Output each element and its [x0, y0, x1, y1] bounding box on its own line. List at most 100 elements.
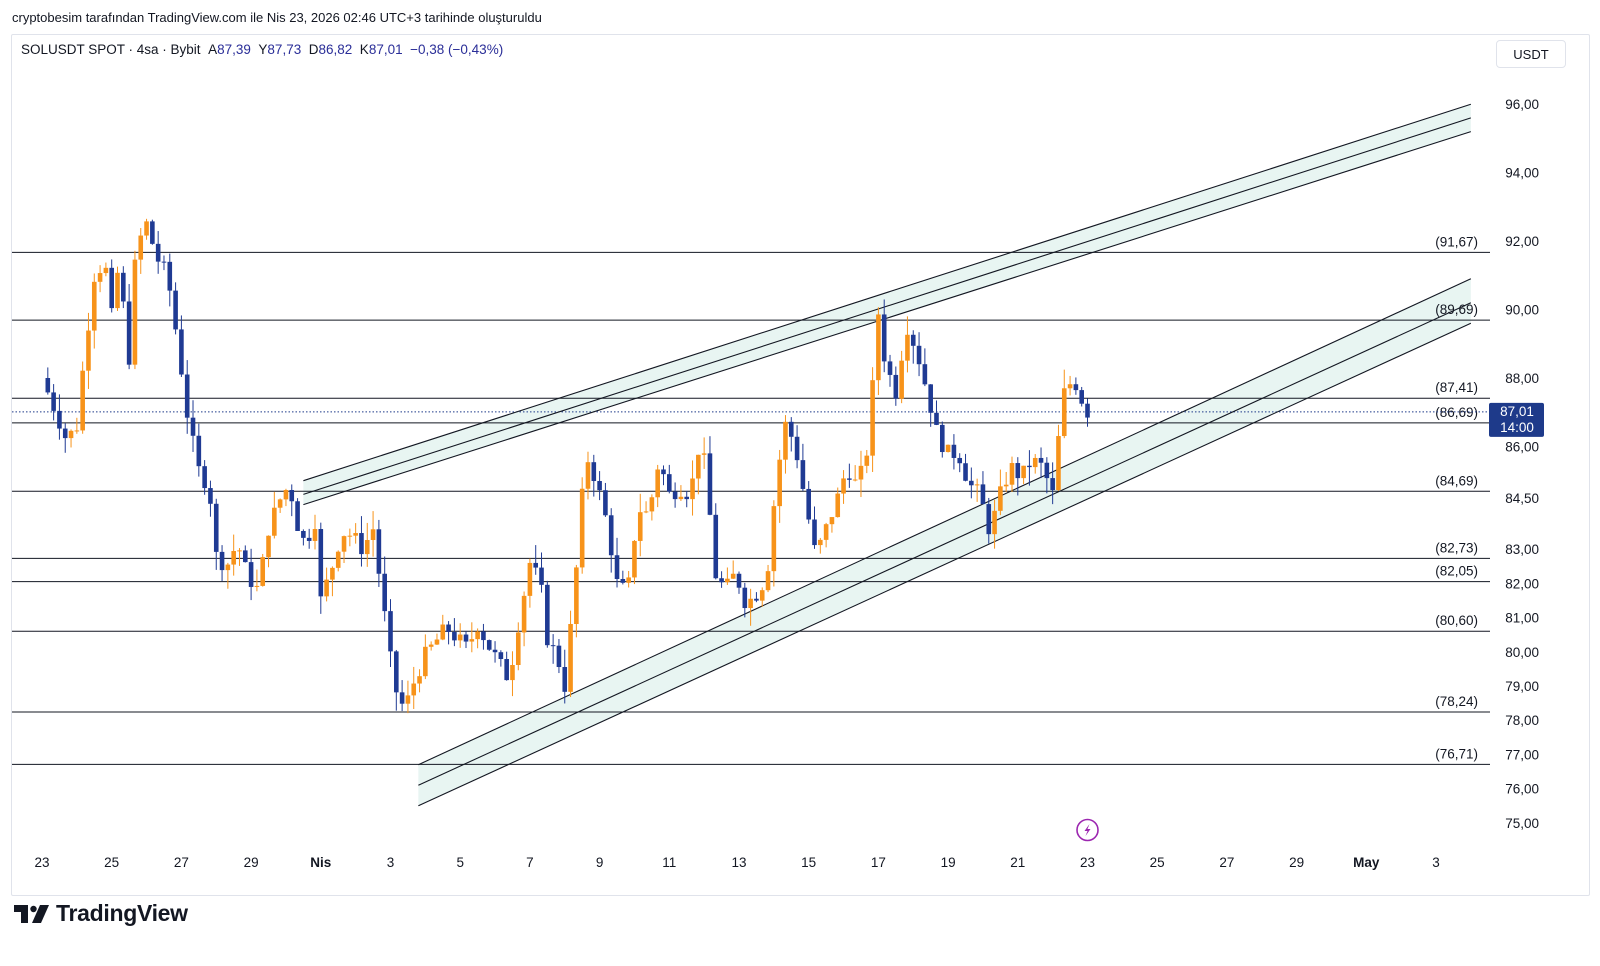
candle-body [312, 529, 318, 541]
candle [579, 477, 585, 574]
candle [713, 503, 719, 580]
x-tick-label-5: 3 [387, 855, 395, 870]
candle [167, 253, 173, 307]
candle [649, 494, 655, 521]
x-tick-label-12: 17 [871, 855, 886, 870]
candle-body [109, 267, 114, 309]
candle-body [939, 424, 945, 453]
candle-body [411, 683, 417, 696]
candle [626, 570, 631, 588]
candle-body [208, 488, 213, 504]
candle [272, 491, 277, 539]
candle [922, 348, 928, 387]
candle-body [515, 632, 521, 666]
candle [992, 499, 997, 549]
candle-body [364, 540, 370, 555]
candle-body [800, 460, 806, 489]
x-tick-label-14: 21 [1010, 855, 1025, 870]
candle-body [86, 330, 91, 371]
x-tick-label-2: 27 [174, 855, 189, 870]
candle-body [254, 585, 260, 587]
candle-body [655, 469, 660, 498]
candle-body [725, 578, 730, 583]
y-tick-label-12: 78,00 [1505, 713, 1539, 728]
candle [1079, 386, 1084, 407]
candle-body [736, 573, 742, 588]
candle [725, 567, 730, 585]
candle [266, 535, 271, 568]
candle-body [759, 590, 765, 601]
candle [858, 450, 864, 498]
candle [620, 570, 626, 585]
candle [411, 666, 417, 709]
candle [1067, 375, 1073, 396]
candle [678, 485, 684, 501]
candle [632, 539, 637, 585]
candle [1085, 398, 1090, 427]
candle-body [777, 459, 782, 507]
candle-body [452, 632, 457, 641]
candle [812, 506, 817, 549]
candle [550, 634, 556, 664]
candle [498, 650, 504, 667]
y-tick-label-8: 82,00 [1505, 576, 1539, 591]
candle [556, 639, 562, 674]
chart-caption: cryptobesim tarafından TradingView.com i… [12, 10, 542, 25]
candle-body [870, 380, 875, 456]
candle-body [318, 529, 324, 597]
symbol-legend: SOLUSDT SPOT · 4sa · Bybit A87,39 Y87,73… [21, 42, 503, 57]
candle-body [934, 412, 939, 425]
low-value: 86,82 [318, 42, 353, 57]
candle-body [51, 392, 56, 411]
upper-channel-fill [303, 104, 1471, 505]
candle-body [167, 261, 173, 291]
candle-body [510, 665, 515, 681]
candle [179, 315, 184, 378]
candle [457, 623, 463, 648]
candle [138, 227, 144, 274]
candle-body [324, 579, 329, 597]
candle-body [1038, 457, 1044, 463]
candle [510, 651, 515, 697]
candle-body [504, 658, 509, 681]
candle-body [765, 571, 771, 591]
candle-body [562, 667, 568, 692]
candle-body [823, 524, 829, 540]
candle [68, 429, 74, 448]
lower-channel-fill [418, 278, 1471, 806]
candle [701, 437, 707, 469]
candle-body [754, 598, 759, 601]
candle [597, 471, 602, 501]
candle [399, 680, 405, 712]
currency-button[interactable]: USDT [1496, 40, 1566, 68]
candle [126, 284, 132, 370]
candle [916, 332, 922, 377]
candle-body [475, 631, 480, 640]
candle-body [80, 370, 85, 431]
candle-body [237, 550, 242, 552]
candle [829, 517, 835, 533]
candle-body [347, 535, 353, 537]
channel-layer [303, 104, 1471, 806]
candle [335, 550, 341, 572]
candle [1044, 457, 1050, 494]
x-tick-label-13: 19 [941, 855, 956, 870]
price-tag-box [1489, 402, 1544, 437]
candle-body [527, 562, 533, 596]
candle-body [1050, 478, 1055, 491]
candle [132, 250, 138, 370]
x-tick-label-15: 23 [1080, 855, 1095, 870]
candle [225, 562, 231, 589]
candle-body [492, 649, 498, 653]
candle-body [667, 474, 672, 492]
candle-body [1015, 463, 1021, 479]
candle [103, 262, 109, 277]
candle [841, 470, 846, 504]
candle [870, 367, 875, 472]
candle-body [905, 334, 910, 361]
candle-body [1073, 384, 1079, 391]
candle [765, 564, 771, 593]
candle-body [649, 497, 655, 512]
candle-body [225, 564, 231, 571]
